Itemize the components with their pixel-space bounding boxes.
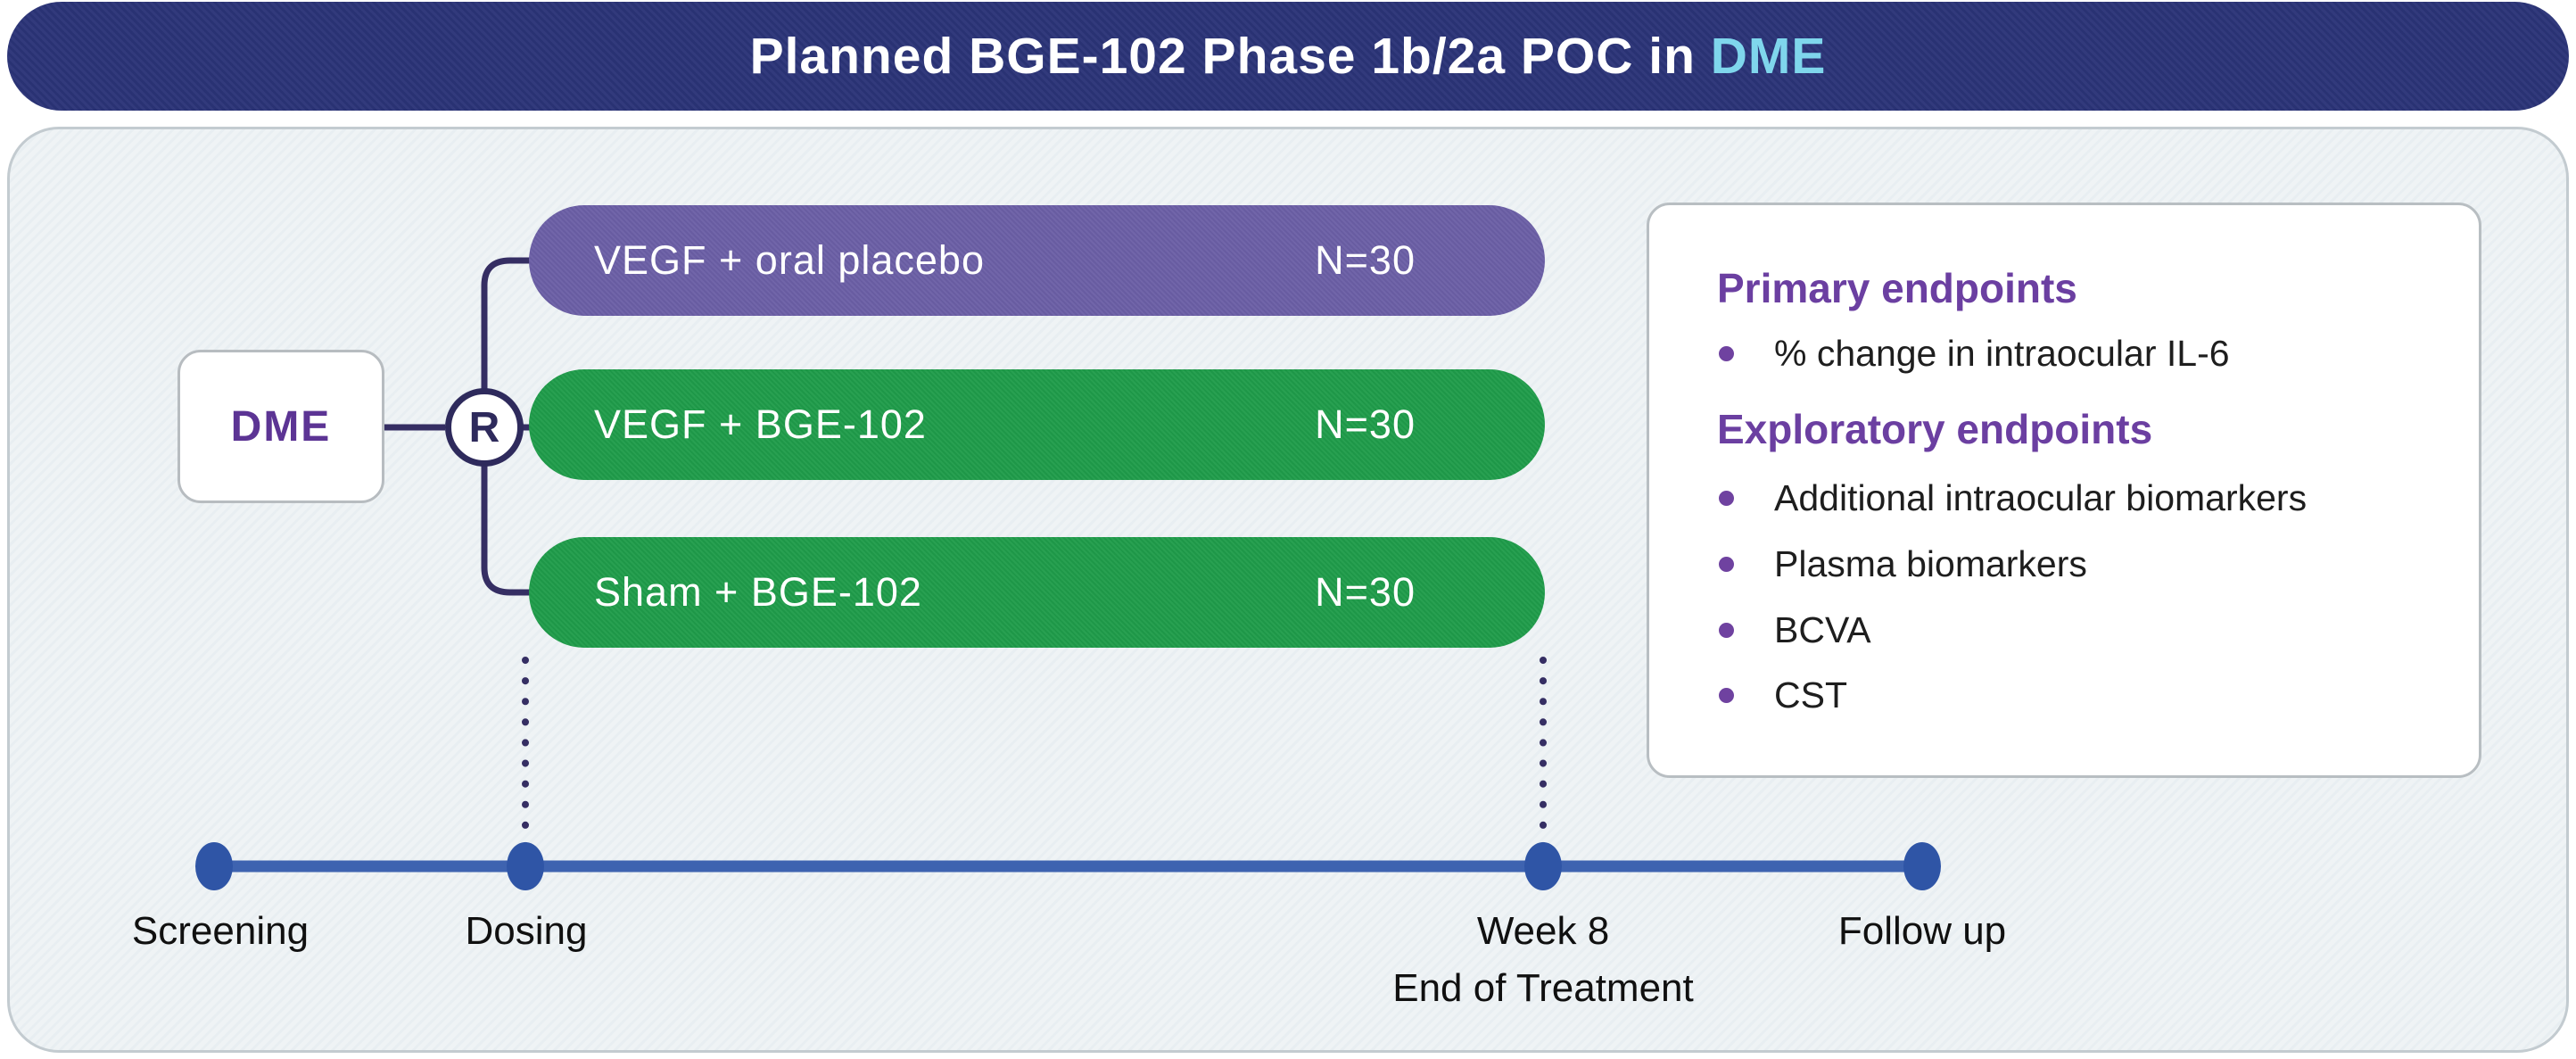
timeline-dot-screening [195, 842, 233, 890]
endpoint-item: Plasma biomarkers [1719, 538, 2087, 590]
arm-n-count: N=30 [1315, 237, 1416, 283]
endpoint-item: BCVA [1719, 604, 1871, 656]
timeline-label-week8-line1: Week 8 [1476, 909, 1610, 953]
bullet-icon [1719, 556, 1734, 572]
bullet-icon [1719, 490, 1734, 506]
endpoints-card: Primary endpoints % change in intraocula… [1647, 203, 2481, 778]
branch-top-elbow [481, 257, 535, 389]
exploratory-endpoints-heading: Exploratory endpoints [1717, 406, 2153, 452]
arm-vegf-oral-placebo: VEGF + oral placebo N=30 [529, 205, 1545, 316]
endpoint-item-label: BCVA [1774, 608, 1871, 650]
randomization-label: R [468, 403, 500, 451]
arm-n-count: N=30 [1315, 569, 1416, 615]
timeline-label-screening: Screening [131, 909, 310, 953]
arm-label: Sham + BGE-102 [594, 569, 922, 615]
timeline-label-dosing: Dosing [465, 909, 588, 953]
timeline-dot-dosing [507, 842, 544, 890]
page-title-main: Planned BGE-102 Phase 1b/2a POC in [749, 28, 1711, 85]
bullet-icon [1719, 622, 1734, 638]
timeline-label-week8-line2: End of Treatment [1392, 966, 1694, 1010]
arm-vegf-bge102: VEGF + BGE-102 N=30 [529, 369, 1545, 480]
dme-source-label: DME [230, 402, 332, 451]
endpoint-item-label: Additional intraocular biomarkers [1774, 476, 2308, 518]
timeline-dot-week8 [1524, 842, 1562, 890]
timeline-label-followup: Follow up [1837, 909, 2007, 953]
arm-label: VEGF + BGE-102 [594, 401, 927, 447]
endpoint-item: CST [1719, 669, 1847, 721]
arm-n-count: N=30 [1315, 401, 1416, 447]
bullet-icon [1719, 687, 1734, 703]
endpoint-item-label: Plasma biomarkers [1774, 542, 2087, 584]
dme-source-box: DME [178, 350, 384, 503]
bullet-icon [1719, 345, 1734, 361]
title-bar: Planned BGE-102 Phase 1b/2a POC in DME [7, 2, 2569, 111]
timeline-dot-followup [1903, 842, 1941, 890]
randomization-circle: R [445, 388, 524, 467]
page-title-highlight: DME [1710, 28, 1827, 85]
endpoint-item: Additional intraocular biomarkers [1719, 472, 2307, 524]
arm-label: VEGF + oral placebo [594, 237, 985, 283]
endpoint-item: % change in intraocular IL-6 [1719, 327, 2230, 379]
endpoint-item-label: CST [1774, 674, 1847, 716]
timeline-label-week8: Week 8 End of Treatment [1392, 903, 1694, 1017]
page-title: Planned BGE-102 Phase 1b/2a POC in DME [750, 27, 1827, 86]
primary-endpoints-heading: Primary endpoints [1717, 265, 2077, 311]
endpoint-item-label: % change in intraocular IL-6 [1774, 332, 2230, 374]
arm-sham-bge102: Sham + BGE-102 N=30 [529, 537, 1545, 648]
branch-bottom-elbow [481, 466, 535, 596]
